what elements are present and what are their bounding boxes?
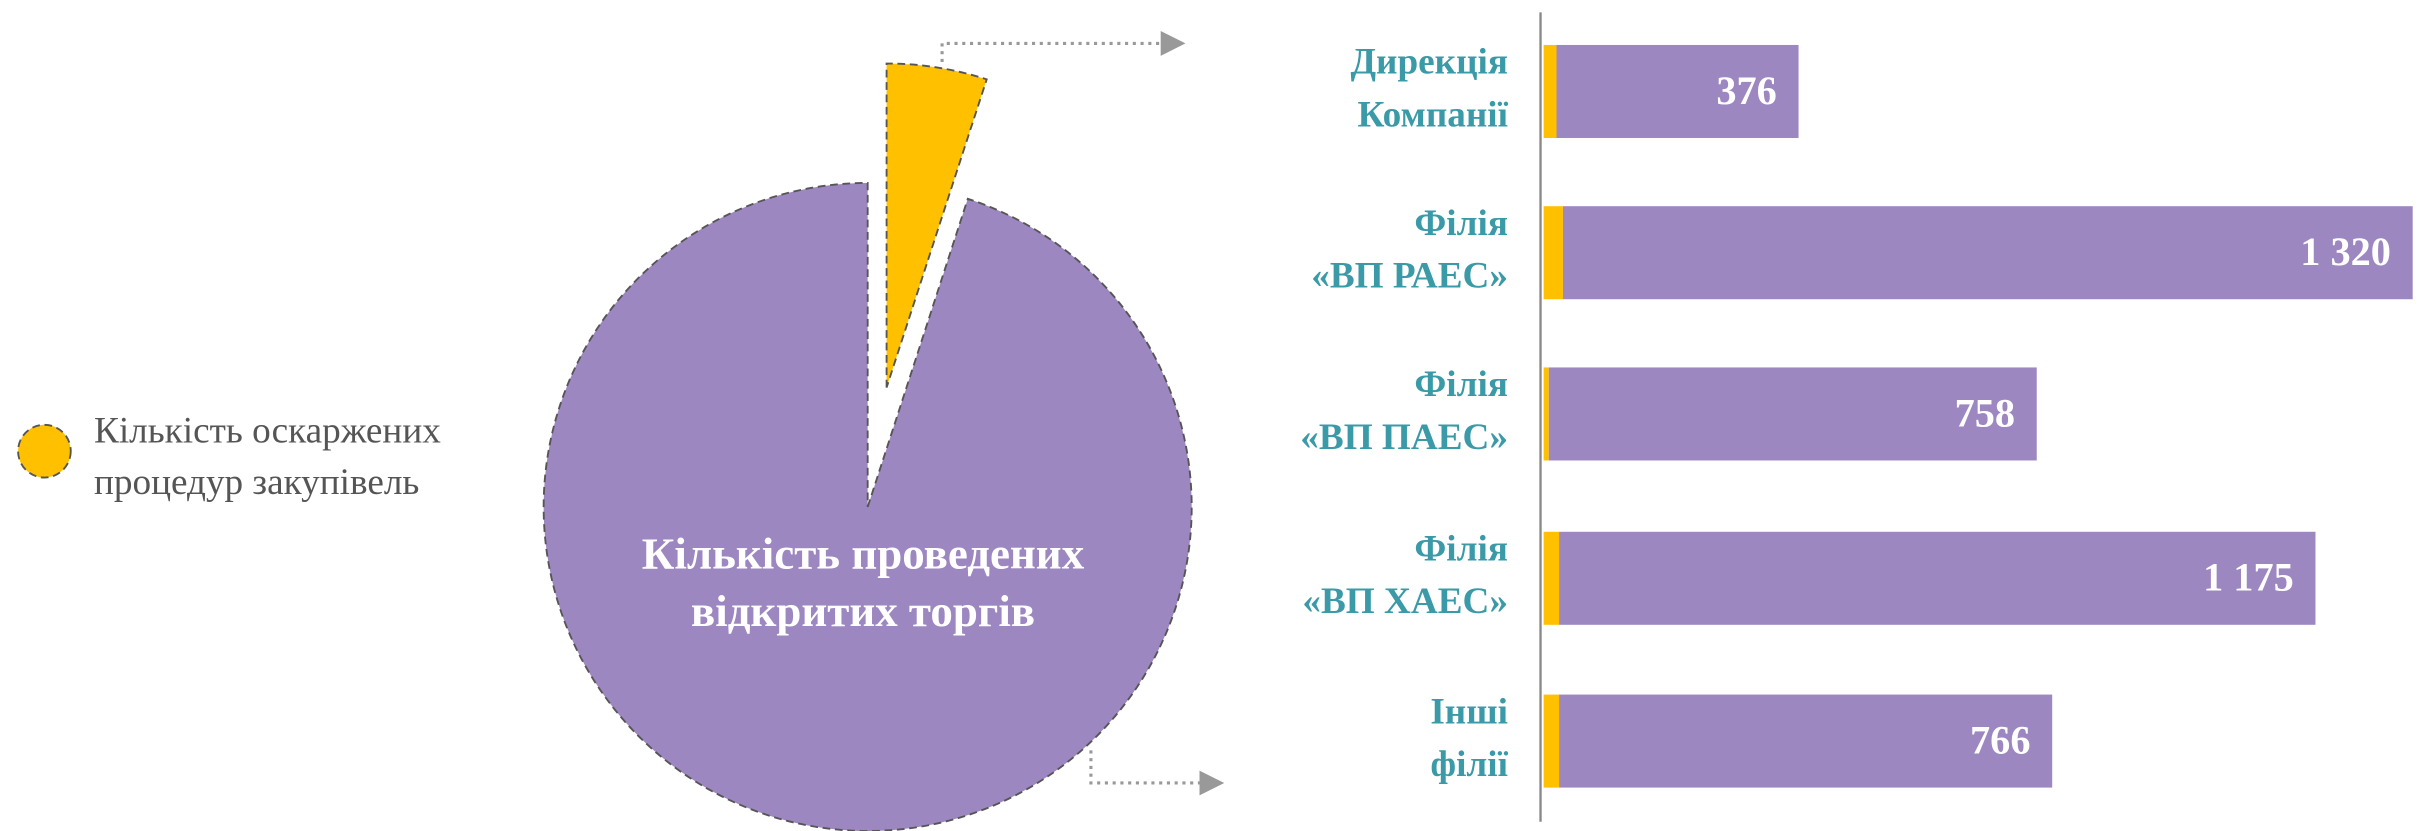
category-label: Філія [1414,528,1508,569]
value-label: 758 [1955,390,2015,435]
slice-label: відкритих торгів [691,586,1035,636]
bar-segment [1559,531,2316,625]
bar-segment [1559,694,2053,788]
bar-segment [1543,694,1560,788]
category-label: «ВП ПАЕС» [1300,417,1508,458]
value-label: 1 320 [2300,229,2391,274]
category-label: Компанії [1358,94,1509,135]
category-label: філії [1430,744,1508,785]
bar-segment [1562,206,2413,300]
pie-slice [885,62,988,388]
value-label: 766 [1970,717,2030,762]
value-label: 376 [1716,68,1776,113]
slice-label: Кількість проведених [642,528,1085,578]
category-label: «ВП РАЕС» [1311,256,1508,297]
bar-segment [1543,44,1557,138]
category-label: Філія [1414,203,1508,244]
category-label: Дирекція [1350,42,1508,83]
legend-swatch [17,423,72,479]
bar-segment [1548,367,2037,461]
pie-slice [542,182,1193,831]
category-label: Філія [1414,364,1508,405]
legend-label: процедур закупівель [94,462,419,503]
category-label: «ВП ХАЕС» [1302,581,1508,622]
value-label: 1 175 [2203,555,2294,600]
bar-segment [1556,44,1799,138]
legend-label: Кількість оскаржених [94,411,441,452]
pointer-arrow [940,31,1186,63]
bar-segment [1543,206,1563,300]
bar-segment [1543,531,1560,625]
category-label: Інші [1430,691,1508,732]
pointer-arrow [1089,750,1225,796]
bar-segment [1543,367,1549,461]
